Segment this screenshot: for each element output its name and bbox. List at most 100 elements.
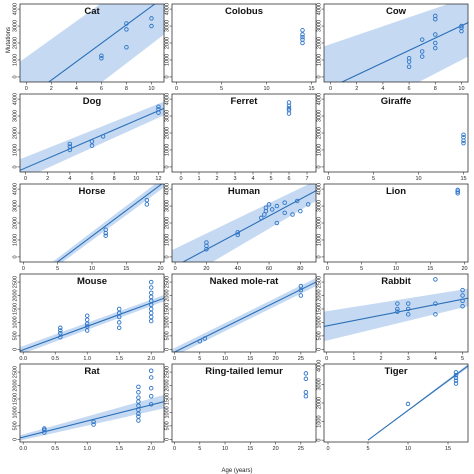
y-tick-label: 1500 [13,303,19,315]
x-tick-label: 8 [113,176,116,182]
y-tick-label: 4000 [13,93,19,105]
data-point [433,45,438,51]
x-tick-label: 4 [381,86,384,92]
panel-cow: Cow 0 2 4 6 8 10 0 1000 2000 3000 4000 [317,3,469,92]
data-point [148,314,154,320]
y-tick-label: 500 [165,331,171,340]
plot-area [172,278,316,352]
x-tick-label: 10 [222,356,228,362]
data-point [303,376,309,382]
y-tick-label: 500 [13,421,19,430]
x-tick-label: 5 [360,266,363,272]
data-point [148,385,154,391]
data-point [459,23,464,29]
y-tick-label: 1500 [317,303,323,315]
data-point [395,309,400,314]
data-point [67,141,73,147]
x-tick-label: 25 [298,356,304,362]
panel-title: Human [228,186,260,197]
data-point [116,325,122,331]
regression-line [340,22,468,82]
x-tick-label: 0 [325,356,328,362]
panel-tiger: Tiger 0 5 10 15 0 1000 2000 3000 4000 [317,360,469,452]
data-point [148,285,154,290]
y-tick-label: 1000 [13,316,19,328]
data-point [433,277,438,282]
data-point [258,215,264,221]
data-point [58,325,63,331]
y-tick-label: 2500 [165,276,171,288]
y-tick-label: 1000 [317,144,323,156]
data-point [453,381,459,386]
x-tick-label: 1.5 [115,356,123,362]
data-point [156,107,161,112]
data-point [433,312,438,317]
x-tick-label: 10 [89,266,95,272]
y-tick-label: 2000 [317,397,323,409]
x-tick-label: 0 [173,446,176,452]
data-point [461,140,466,146]
data-point [84,324,90,329]
confidence-band [20,101,164,172]
data-point [303,394,309,399]
x-tick-label: 10 [393,266,399,272]
data-point [300,34,305,40]
y-tick-label: 1000 [13,144,19,156]
x-tick-label: 10 [148,86,154,92]
y-tick-label: 4000 [317,3,323,15]
data-point [453,372,459,378]
panel-title: Tiger [384,366,407,377]
data-point [148,279,154,285]
data-point [156,104,161,109]
plot-area [20,101,164,172]
data-point [58,328,63,333]
x-tick-label: 0.0 [19,446,27,452]
x-tick-label: 10 [458,86,464,92]
y-tick-label: 2000 [317,289,323,301]
x-tick-label: 10 [222,446,228,452]
x-tick-label: 60 [266,266,272,272]
y-tick-label: 500 [165,421,171,430]
panel-title: Rat [84,366,100,377]
panel-ferret: Ferret 0 1 2 3 4 5 6 7 0 1000 2000 3000 4000 [165,93,317,182]
data-point [461,132,466,137]
data-point [395,306,400,312]
y-tick-label: 0 [13,75,19,78]
y-tick-label: 4000 [317,183,323,195]
x-tick-label: 20 [462,266,468,272]
x-tick-label: 6 [90,176,93,182]
x-tick-label: 25 [298,446,304,452]
x-axis-label: Age (years) [221,468,252,474]
y-tick-label: 1000 [13,54,19,66]
y-tick-label: 4000 [317,360,323,372]
panel-title: Colobus [225,6,263,17]
x-tick-label: 0 [22,266,25,272]
panel-title: Dog [83,96,102,107]
y-tick-label: 0 [165,165,171,168]
x-tick-label: 2 [380,356,383,362]
y-tick-label: 4000 [165,183,171,195]
panel-frame [171,363,317,443]
data-point [84,313,90,318]
y-tick-label: 2500 [13,276,19,288]
x-tick-label: 1 [352,356,355,362]
panel-dog: Dog 0 2 4 6 8 10 12 0 1000 2000 3000 4000 [13,93,165,182]
data-point [294,198,300,204]
x-tick-label: 3 [233,176,236,182]
data-point [144,197,150,203]
data-point [405,401,411,407]
x-tick-label: 10 [415,176,421,182]
x-tick-label: 5 [269,176,272,182]
panel-title: Cow [386,6,407,17]
y-tick-label: 2000 [165,379,171,391]
data-point [148,375,154,380]
panel-title: Naked mole-rat [210,276,279,287]
y-tick-label: 4000 [13,183,19,195]
data-point [266,202,272,207]
regression-line [20,297,164,352]
x-tick-label: 0 [174,266,177,272]
